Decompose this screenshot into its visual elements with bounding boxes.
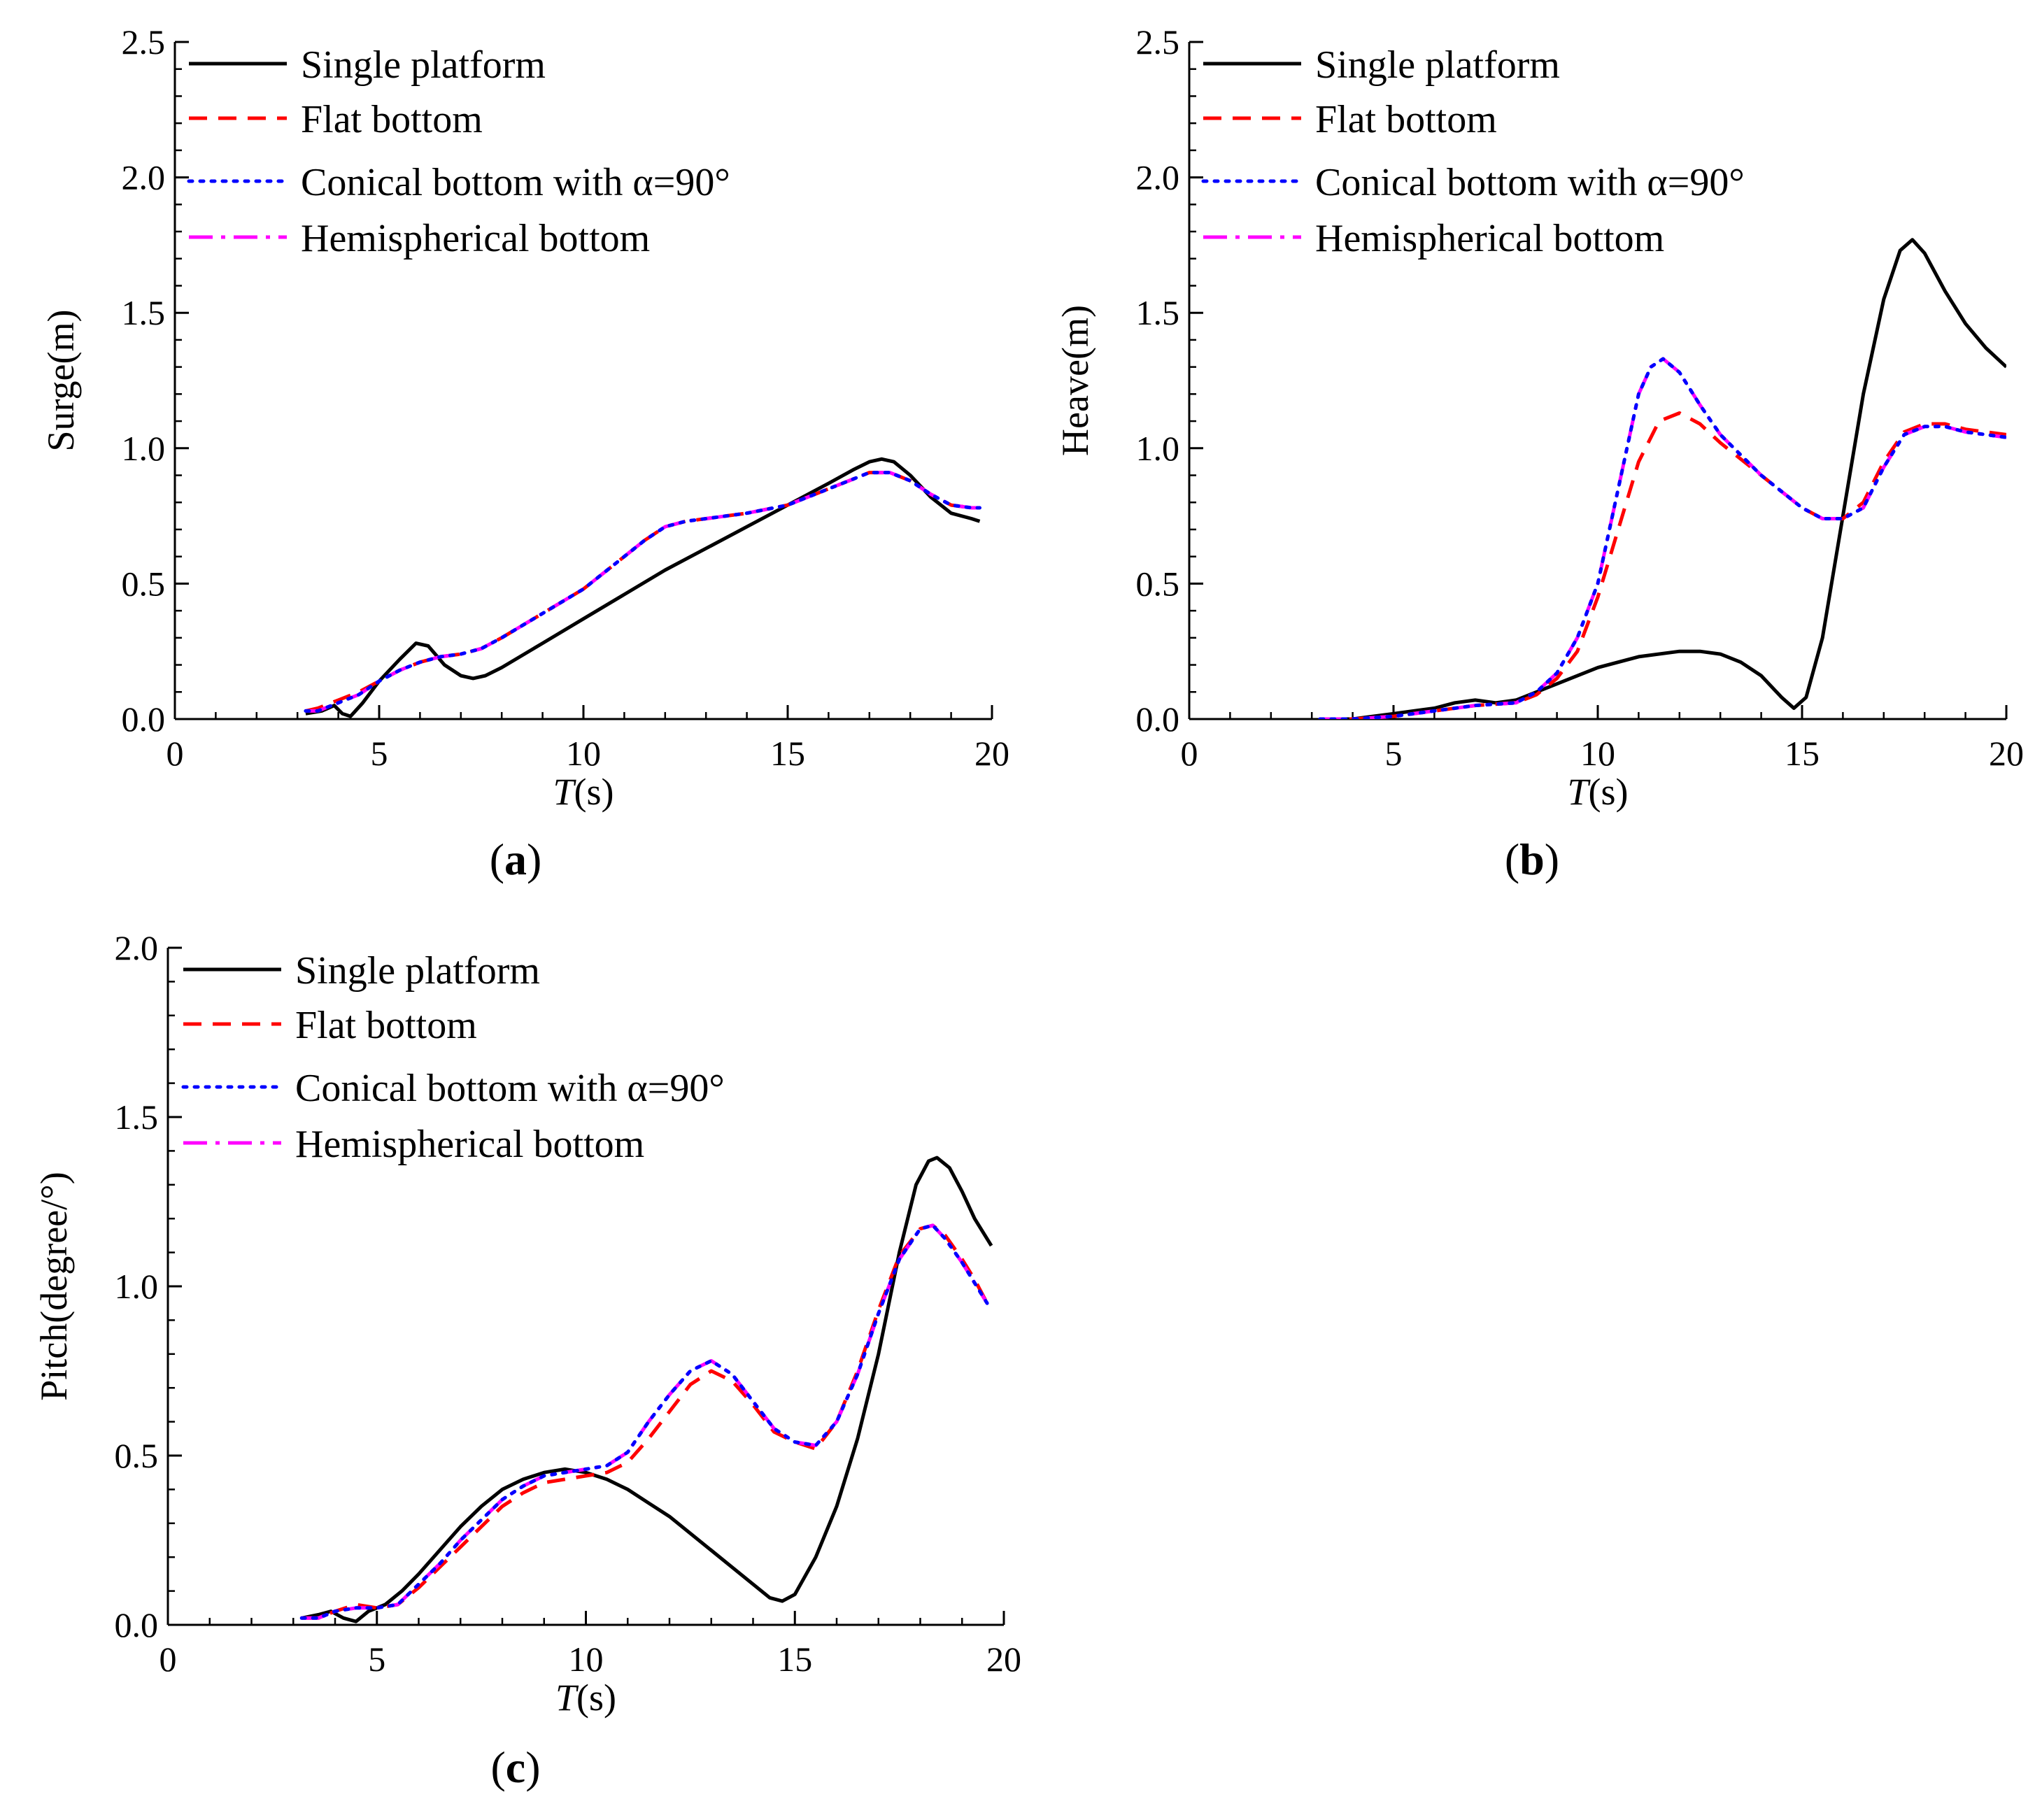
y-tick-label: 1.0 [1136, 429, 1180, 468]
x-tick-label: 10 [566, 734, 601, 773]
series-line-hemispherical-bottom [305, 471, 980, 713]
y-axis-title: Pitch(degree/°) [33, 1172, 75, 1400]
y-tick-label: 0.5 [115, 1436, 159, 1475]
plot-area [304, 457, 981, 718]
series-line-hemispherical-bottom [302, 1223, 989, 1620]
y-tick-label: 2.0 [1136, 158, 1180, 197]
series-line-conical-bottom [1318, 357, 2006, 719]
chart-panel-a: 0 5 10 15 20 0.0 0.5 1.0 1.5 2.0 2.5 T(s) Surge(m) Si… [40, 22, 1009, 884]
x-tick-label: 0 [166, 734, 184, 773]
y-axis-title: Heave(m) [1054, 305, 1096, 456]
legend-label: Single platform [1315, 43, 1560, 87]
x-axis-title-unit: (s) [574, 771, 614, 813]
series-line-single-platform [1319, 238, 2006, 719]
x-tick-label: 15 [777, 1640, 812, 1679]
x-tick-label: 15 [1785, 734, 1820, 773]
series-line-single-platform [301, 1156, 993, 1623]
y-tick-label: 1.5 [1136, 293, 1180, 332]
y-tick-label: 1.0 [115, 1267, 159, 1306]
plot-area [299, 1156, 993, 1623]
legend-label: Flat bottom [301, 98, 483, 141]
x-axis-title: T(s) [555, 1677, 616, 1719]
legend-label: Flat bottom [295, 1004, 477, 1047]
y-tick-label: 2.5 [1136, 22, 1180, 62]
series-line-flat-bottom [302, 1223, 989, 1620]
series-line-hemispherical-bottom [1319, 357, 2006, 719]
y-tick-label: 2.0 [115, 928, 159, 967]
x-axis-title-italic: T [553, 771, 576, 813]
legend-label: Single platform [295, 949, 540, 993]
x-tick-label: 5 [368, 1640, 385, 1679]
panel-label-letter: c [506, 1742, 525, 1792]
legend-label: Conical bottom with α=90° [295, 1067, 725, 1110]
y-tick-label: 1.5 [115, 1097, 159, 1137]
panel-label-open: ( [490, 1742, 505, 1792]
y-tick-label: 1.0 [122, 429, 166, 468]
series-line-conical-bottom [299, 1223, 989, 1620]
panel-label-open: ( [490, 834, 504, 884]
series-line-single-platform [305, 457, 981, 718]
y-axis-title: Surge(m) [40, 310, 82, 452]
legend-label: Flat bottom [1315, 98, 1497, 141]
panel-label: (b) [1505, 834, 1559, 884]
panel-label-open: ( [1505, 834, 1519, 884]
x-tick-label: 5 [1385, 734, 1403, 773]
x-tick-label: 0 [1181, 734, 1198, 773]
legend: Single platform Flat bottom Conical bottom… [1201, 43, 1745, 260]
legend-label: Hemispherical bottom [295, 1123, 644, 1166]
y-tick-label: 1.5 [122, 293, 166, 332]
x-tick-label: 10 [569, 1640, 604, 1679]
x-tick-label: 5 [371, 734, 388, 773]
legend-label: Hemispherical bottom [301, 217, 650, 260]
x-axis-title-unit: (s) [1589, 771, 1629, 813]
x-tick-label: 10 [1580, 734, 1615, 773]
series-line-flat-bottom [305, 471, 980, 713]
legend-label: Conical bottom with α=90° [1315, 161, 1745, 204]
plot-area [1318, 238, 2006, 719]
y-tick-label: 2.5 [122, 22, 166, 62]
x-axis-title-italic: T [1567, 771, 1591, 813]
x-tick-label: 15 [770, 734, 805, 773]
x-tick-label: 20 [1989, 734, 2024, 773]
panel-label-close: ) [525, 1742, 540, 1792]
y-tick-label: 0.5 [1136, 564, 1180, 603]
y-tick-label: 0.0 [115, 1605, 159, 1644]
chart-panel-c: 0 5 10 15 20 0.0 0.5 1.0 1.5 2.0 T(s) Pitch(degree/… [33, 928, 1021, 1792]
panel-label-close: ) [1545, 834, 1559, 884]
panel-label: (a) [490, 834, 542, 884]
y-tick-label: 0.0 [1136, 699, 1180, 739]
panel-label-letter: b [1519, 834, 1545, 884]
legend-label: Hemispherical bottom [1315, 217, 1664, 260]
chart-panel-b: 0 5 10 15 20 0.0 0.5 1.0 1.5 2.0 2.5 T(s) Heave(m) Si… [1054, 22, 2024, 884]
x-axis-title: T(s) [553, 771, 614, 813]
legend: Single platform Flat bottom Conical bottom… [181, 949, 725, 1166]
x-axis-title-italic: T [555, 1677, 579, 1719]
series-line-conical-bottom [304, 471, 981, 713]
x-axis-title-unit: (s) [576, 1677, 616, 1719]
x-tick-label: 0 [159, 1640, 177, 1679]
x-axis-title: T(s) [1567, 771, 1628, 813]
x-tick-label: 20 [974, 734, 1009, 773]
legend-label: Conical bottom with α=90° [301, 161, 730, 204]
panel-label: (c) [490, 1742, 540, 1792]
x-tick-label: 20 [986, 1640, 1021, 1679]
panel-label-close: ) [527, 834, 541, 884]
legend: Single platform Flat bottom Conical bottom… [187, 43, 730, 260]
legend-label: Single platform [301, 43, 546, 87]
y-tick-label: 0.5 [122, 564, 166, 603]
y-tick-label: 2.0 [122, 158, 166, 197]
series-line-flat-bottom [1319, 411, 2006, 719]
y-tick-label: 0.0 [122, 699, 166, 739]
panel-label-letter: a [504, 834, 527, 884]
